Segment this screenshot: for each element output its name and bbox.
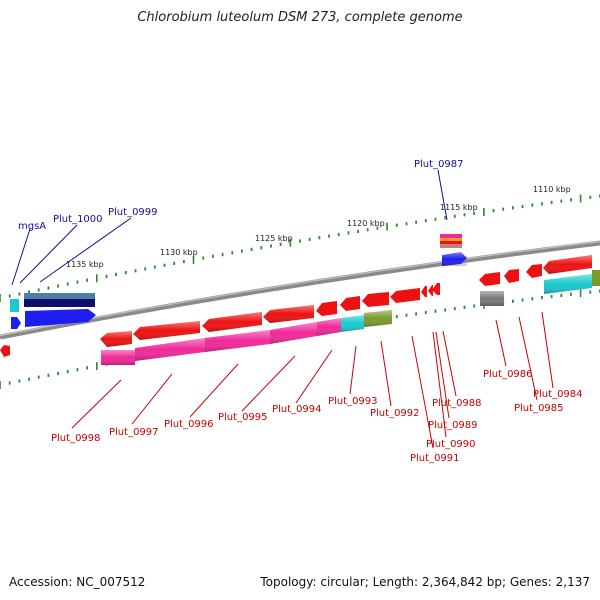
label-plut-0997[interactable]: Plut_0997 <box>109 427 159 438</box>
label-plut-0999[interactable]: Plut_0999 <box>108 207 158 218</box>
gene-plut-1000-track[interactable] <box>24 299 95 307</box>
ruler-label-1110: 1110 kbp <box>533 185 571 194</box>
ruler-label-1120: 1120 kbp <box>347 219 385 228</box>
ruler-label-1135: 1135 kbp <box>66 260 104 269</box>
label-plut-0989[interactable]: Plut_0989 <box>428 420 478 431</box>
forward-strand-genes <box>10 234 467 329</box>
bottom-leader-lines <box>71 311 554 449</box>
gene-plut-0986[interactable] <box>479 272 500 286</box>
map-title: Chlorobium luteolum DSM 273, complete ge… <box>137 10 463 25</box>
gene-plut-1000[interactable] <box>24 293 95 299</box>
label-plut-0990[interactable]: Plut_0990 <box>426 439 476 450</box>
label-plut-0995[interactable]: Plut_0995 <box>218 412 268 423</box>
label-plut-1000[interactable]: Plut_1000 <box>53 214 103 225</box>
label-plut-0991[interactable]: Plut_0991 <box>410 453 460 464</box>
gene-mgsA[interactable] <box>10 299 19 312</box>
gene-plut-0984[interactable] <box>526 264 542 278</box>
gene-plut-0985[interactable] <box>504 269 519 283</box>
label-plut-0984[interactable]: Plut_0984 <box>533 389 583 400</box>
gene-shade <box>442 252 467 266</box>
label-plut-0998[interactable]: Plut_0998 <box>51 433 101 444</box>
accession-text: Accession: NC_007512 <box>9 575 146 589</box>
genome-summary-text: Topology: circular; Length: 2,364,842 bp… <box>260 575 590 589</box>
ruler-ticks-outer <box>0 194 600 302</box>
gene-shading <box>100 255 592 365</box>
genome-backbone <box>0 240 600 340</box>
label-plut-0994[interactable]: Plut_0994 <box>272 404 322 415</box>
gene-plut-0999[interactable] <box>25 309 96 327</box>
ruler-label-1125: 1125 kbp <box>255 234 293 243</box>
reverse-strand-genes <box>0 255 600 365</box>
ruler-label-1115: 1115 kbp <box>440 203 478 212</box>
label-plut-0996[interactable]: Plut_0996 <box>164 419 214 430</box>
gene-plut-0992[interactable] <box>362 292 389 307</box>
label-plut-0986[interactable]: Plut_0986 <box>483 369 533 380</box>
gene-plut-0990[interactable] <box>421 286 427 297</box>
gene-plut-0994[interactable] <box>316 301 337 316</box>
label-plut-0987[interactable]: Plut_0987 <box>414 159 464 170</box>
gene-plut-0989[interactable] <box>428 285 433 296</box>
label-plut-0993[interactable]: Plut_0993 <box>328 396 378 407</box>
gene-plut-0987-a[interactable] <box>440 234 462 238</box>
gene-mgsA-lower[interactable] <box>11 317 21 329</box>
gene-left-edge[interactable] <box>0 345 10 357</box>
gene-right-olive[interactable] <box>592 270 600 286</box>
gene-plut-0993[interactable] <box>340 296 360 311</box>
gene-plut-0988[interactable] <box>432 283 440 295</box>
label-mgsA[interactable]: mgsA <box>18 221 46 232</box>
ruler-label-1130: 1130 kbp <box>160 248 198 257</box>
label-plut-0992[interactable]: Plut_0992 <box>370 408 420 419</box>
label-plut-0988[interactable]: Plut_0988 <box>432 398 482 409</box>
top-leader-lines <box>11 169 448 286</box>
gene-plut-0987-b[interactable] <box>440 238 462 241</box>
label-plut-0985[interactable]: Plut_0985 <box>514 403 564 414</box>
gene-plut-0987-c[interactable] <box>440 241 462 244</box>
gene-plut-0991[interactable] <box>390 288 420 303</box>
gene-plut-0987-d[interactable] <box>440 244 462 248</box>
